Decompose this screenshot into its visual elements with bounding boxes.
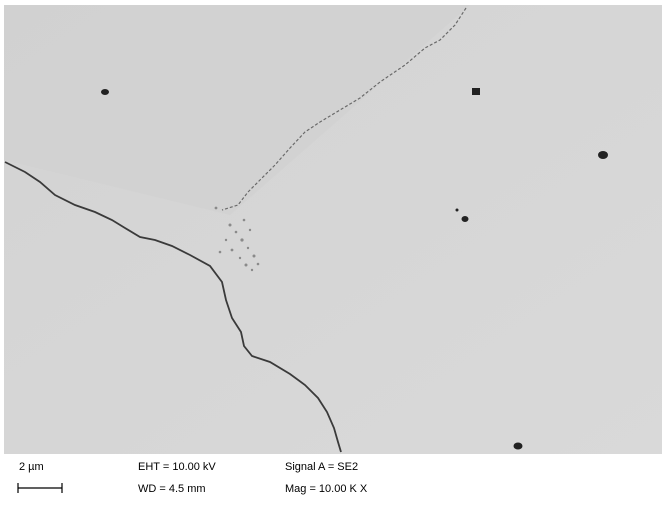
working-distance: WD = 4.5 mm [138,483,206,495]
signal: Signal A = SE2 [285,461,358,473]
magnification: Mag = 10.00 K X [285,483,368,495]
eht: EHT = 10.00 kV [138,461,216,473]
sem-screenshot: 2 µm EHT = 10.00 kV WD = 4.5 mm Signal A… [0,0,665,502]
scale-label: 2 µm [19,461,44,473]
micrograph [4,5,662,454]
